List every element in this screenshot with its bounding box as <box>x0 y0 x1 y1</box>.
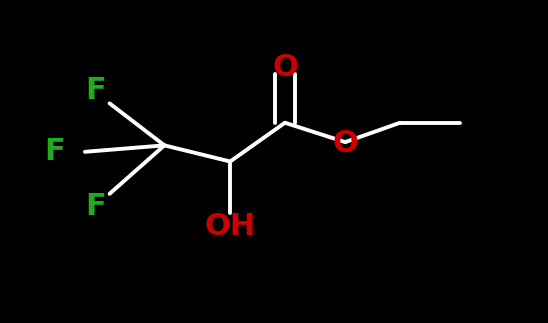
Text: F: F <box>85 192 106 221</box>
Text: OH: OH <box>204 212 256 241</box>
Text: O: O <box>332 129 358 158</box>
Text: O: O <box>272 53 298 82</box>
Text: F: F <box>44 137 65 166</box>
Text: F: F <box>85 76 106 105</box>
